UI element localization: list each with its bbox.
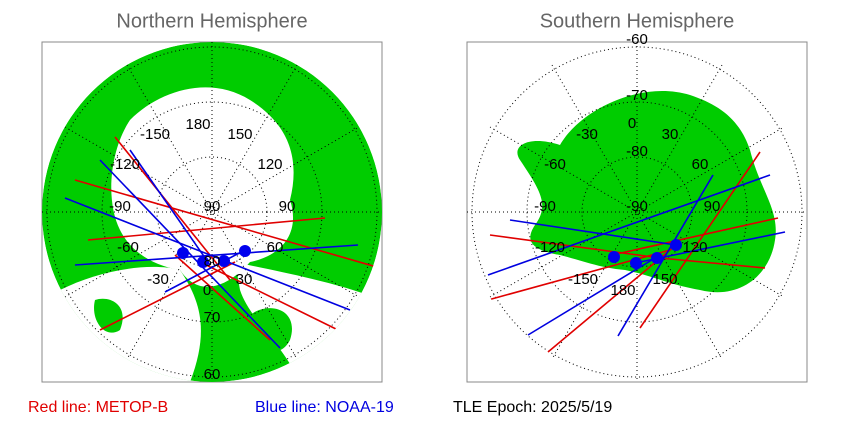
lon-label: -30 bbox=[576, 126, 598, 143]
lat-label: 90 bbox=[204, 198, 221, 215]
lon-label: 0 bbox=[203, 282, 211, 299]
meridians bbox=[467, 42, 807, 382]
lon-label: -60 bbox=[117, 239, 139, 256]
legend-red: Red line: METOP-B bbox=[28, 399, 168, 416]
lon-label: 60 bbox=[692, 156, 709, 173]
lon-label: 30 bbox=[236, 271, 253, 288]
lon-label: 150 bbox=[652, 271, 677, 288]
satellite-positions bbox=[608, 239, 682, 269]
arctic-ocean bbox=[111, 87, 294, 287]
panel-title: Northern Hemisphere bbox=[116, 10, 307, 32]
lon-label: 180 bbox=[610, 282, 635, 299]
panel-title: Southern Hemisphere bbox=[540, 10, 735, 32]
lon-label: -60 bbox=[544, 156, 566, 173]
lon-label: 120 bbox=[682, 239, 707, 256]
red-tracks bbox=[74, 136, 381, 341]
islands bbox=[94, 54, 292, 352]
lon-label: 150 bbox=[227, 126, 252, 143]
lat-label: 70 bbox=[204, 309, 221, 326]
lon-label: -120 bbox=[535, 239, 565, 256]
lat-circle bbox=[46, 46, 378, 378]
lon-label: -150 bbox=[140, 126, 170, 143]
lon-label: 90 bbox=[704, 198, 721, 215]
lon-label: -150 bbox=[568, 271, 598, 288]
lat-label: 60 bbox=[204, 366, 221, 383]
lon-label: -120 bbox=[110, 156, 140, 173]
lon-label: 180 bbox=[185, 116, 210, 133]
south-map: Southern Hemisphere 0 -30 30 -60 60 -90 … bbox=[466, 10, 808, 383]
lat-label: -90 bbox=[626, 198, 648, 215]
lat-circle bbox=[471, 46, 803, 378]
lat-label: -80 bbox=[626, 143, 648, 160]
lat-label: -60 bbox=[626, 31, 648, 48]
north-map: Northern Hemisphere 180 -150 150 -120 12… bbox=[41, 10, 383, 383]
lon-label: 120 bbox=[257, 156, 282, 173]
lat-label: 80 bbox=[204, 253, 221, 270]
lon-label: 0 bbox=[628, 115, 636, 132]
lon-label: 30 bbox=[662, 126, 679, 143]
tle-epoch: TLE Epoch: 2025/5/19 bbox=[453, 399, 612, 416]
satellite-positions bbox=[177, 245, 251, 268]
lon-label: -90 bbox=[109, 198, 131, 215]
lon-label: 90 bbox=[279, 198, 296, 215]
blue-tracks bbox=[64, 149, 359, 349]
lon-label: -90 bbox=[534, 198, 556, 215]
lon-label: 60 bbox=[267, 239, 284, 256]
legend-blue: Blue line: NOAA-19 bbox=[255, 399, 394, 416]
lon-label: -30 bbox=[147, 271, 169, 288]
lat-label: -70 bbox=[626, 87, 648, 104]
